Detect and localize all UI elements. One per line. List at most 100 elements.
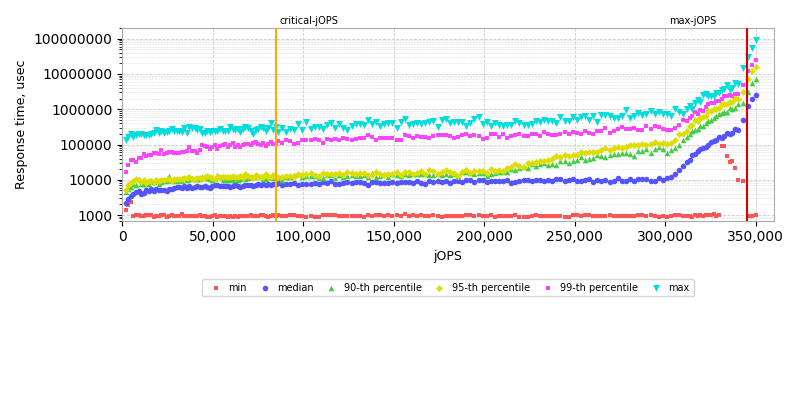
median (707, 138, 720, 144)
min (423, 213, 436, 220)
min (358, 213, 370, 220)
median (300, 181, 313, 187)
min (262, 214, 274, 220)
max (190, 127, 203, 134)
99-th percentile (160, 149, 173, 156)
max (175, 129, 188, 135)
95-th percentile (137, 176, 150, 183)
min (746, 213, 758, 220)
min (632, 212, 645, 219)
95-th percentile (155, 177, 168, 184)
max (127, 134, 140, 140)
95-th percentile (178, 175, 190, 182)
99-th percentile (337, 135, 350, 142)
95-th percentile (270, 174, 282, 181)
99-th percentile (358, 135, 370, 141)
max (513, 119, 526, 126)
90-th percentile (137, 181, 150, 187)
95-th percentile (517, 163, 530, 170)
max (673, 109, 686, 115)
95-th percentile (731, 96, 744, 102)
90-th percentile (242, 174, 254, 181)
95-th percentile (456, 168, 469, 175)
90-th percentile (517, 164, 530, 171)
max (239, 124, 252, 130)
90-th percentile (652, 144, 665, 150)
max (254, 124, 267, 130)
90-th percentile (366, 170, 378, 177)
max (237, 126, 250, 133)
min (155, 212, 168, 218)
90-th percentile (390, 172, 403, 178)
median (312, 181, 325, 187)
99-th percentile (292, 140, 305, 146)
95-th percentile (312, 173, 325, 180)
min (607, 212, 620, 219)
90-th percentile (406, 171, 419, 177)
95-th percentile (570, 152, 583, 158)
max (142, 132, 155, 138)
95-th percentile (175, 176, 188, 182)
min (699, 212, 712, 218)
95-th percentile (705, 108, 718, 115)
max (402, 122, 415, 128)
90-th percentile (595, 152, 608, 159)
99-th percentile (624, 126, 637, 132)
99-th percentile (288, 141, 301, 147)
max (188, 125, 201, 131)
median (493, 178, 506, 184)
99-th percentile (697, 108, 710, 114)
90-th percentile (158, 177, 170, 184)
min (707, 211, 720, 218)
max (644, 107, 657, 114)
95-th percentile (246, 175, 259, 182)
max (624, 115, 637, 121)
90-th percentile (147, 179, 160, 185)
95-th percentile (673, 131, 686, 138)
median (237, 183, 250, 189)
median (691, 148, 704, 154)
95-th percentile (226, 173, 239, 179)
99-th percentile (250, 138, 262, 145)
90-th percentile (644, 149, 657, 156)
max (134, 130, 147, 137)
min (130, 212, 142, 218)
90-th percentile (586, 155, 599, 162)
99-th percentile (603, 130, 616, 136)
90-th percentile (270, 174, 282, 181)
90-th percentile (374, 173, 386, 179)
max (370, 119, 382, 126)
max (632, 109, 645, 116)
min (122, 202, 134, 208)
90-th percentile (284, 174, 297, 180)
median (546, 178, 558, 184)
90-th percentile (443, 172, 456, 178)
min (222, 214, 234, 220)
90-th percentile (175, 178, 188, 184)
95-th percentile (125, 180, 138, 186)
95-th percentile (431, 171, 444, 177)
median (652, 175, 665, 182)
99-th percentile (737, 81, 750, 88)
max (130, 132, 142, 138)
min (419, 212, 432, 219)
min (300, 214, 313, 220)
max (591, 119, 604, 126)
median (134, 190, 147, 197)
95-th percentile (345, 170, 358, 176)
min (186, 212, 198, 219)
90-th percentile (619, 150, 632, 156)
95-th percentile (574, 149, 587, 156)
min (513, 214, 526, 220)
min (125, 199, 138, 205)
min (168, 213, 181, 219)
90-th percentile (345, 172, 358, 178)
min (689, 211, 702, 218)
99-th percentile (127, 157, 140, 164)
95-th percentile (196, 176, 209, 182)
90-th percentile (222, 176, 234, 183)
90-th percentile (267, 174, 280, 181)
median (460, 177, 473, 183)
95-th percentile (628, 142, 641, 148)
95-th percentile (476, 168, 489, 174)
